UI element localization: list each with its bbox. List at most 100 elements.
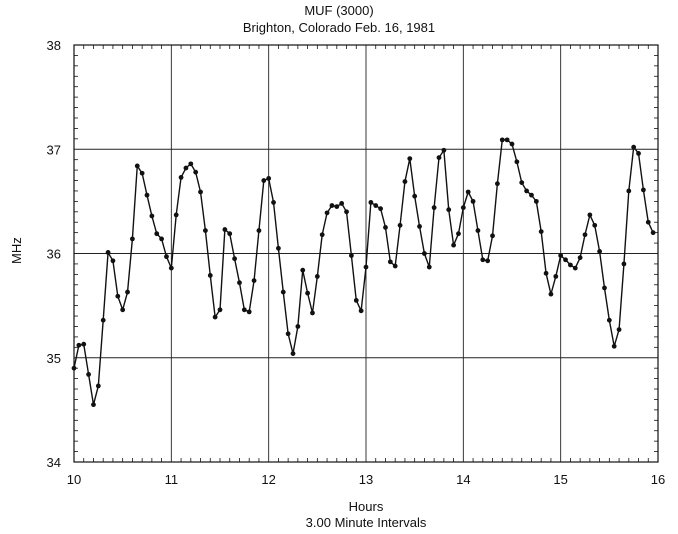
- data-point: [499, 137, 505, 143]
- data-point: [358, 308, 364, 314]
- data-point: [611, 343, 617, 349]
- data-point: [314, 274, 320, 279]
- data-point: [553, 274, 559, 279]
- data-point: [134, 163, 140, 169]
- data-point: [451, 242, 456, 248]
- data-point: [329, 203, 335, 208]
- chart-title: MUF (3000): [304, 3, 374, 18]
- data-point: [436, 155, 442, 160]
- x-tick-label: 15: [553, 472, 567, 487]
- data-point: [641, 187, 646, 193]
- chart-subtitle: Brighton, Colorado Feb. 16, 1981: [242, 20, 436, 35]
- y-tick-label: 35: [47, 351, 61, 366]
- data-point: [587, 212, 593, 218]
- data-point: [203, 228, 208, 233]
- data-point: [441, 147, 447, 153]
- data-point: [110, 258, 116, 264]
- x-tick-label: 10: [67, 472, 81, 487]
- y-tick-label: 36: [47, 247, 61, 262]
- data-point: [417, 224, 422, 229]
- data-point: [392, 263, 398, 269]
- data-point: [310, 310, 315, 316]
- data-point: [95, 383, 101, 389]
- data-point: [519, 180, 525, 186]
- data-point: [465, 189, 471, 195]
- x-tick-label: 16: [651, 472, 665, 487]
- x-tick-label: 11: [165, 472, 179, 487]
- data-point: [568, 262, 573, 268]
- data-point: [115, 293, 121, 299]
- data-point: [188, 161, 194, 167]
- data-point: [387, 259, 393, 265]
- data-point: [446, 207, 452, 213]
- data-point: [130, 236, 135, 242]
- data-point: [251, 278, 257, 283]
- y-tick-label: 38: [47, 38, 61, 53]
- data-point: [164, 254, 169, 260]
- data-point: [207, 272, 213, 278]
- data-point: [266, 176, 272, 181]
- data-point: [285, 331, 291, 337]
- x-axis-label: Hours: [348, 499, 384, 514]
- data-point: [529, 192, 534, 198]
- plot-frame: [73, 44, 659, 463]
- data-point: [490, 233, 495, 239]
- data-point: [295, 324, 301, 329]
- data-point: [334, 204, 340, 209]
- data-point: [276, 245, 281, 251]
- data-point: [76, 342, 82, 348]
- data-point: [495, 181, 500, 187]
- data-point: [383, 225, 388, 230]
- data-point: [572, 265, 578, 271]
- data-point: [105, 250, 111, 255]
- x-axis-sublabel: 3.00 Minute Intervals: [305, 515, 427, 530]
- data-point: [125, 289, 130, 295]
- data-point: [154, 231, 160, 237]
- data-point: [538, 229, 544, 235]
- data-point: [144, 192, 150, 198]
- data-point: [645, 219, 651, 225]
- data-point: [159, 236, 165, 242]
- data-point: [193, 169, 199, 175]
- data-point: [368, 200, 374, 205]
- series-line: [73, 139, 654, 406]
- x-tick-label: 14: [456, 472, 470, 487]
- data-point: [353, 298, 359, 303]
- data-point: [261, 178, 267, 183]
- data-point: [319, 232, 325, 238]
- data-point: [300, 267, 306, 273]
- data-point: [71, 365, 77, 371]
- data-point: [378, 206, 383, 212]
- data-point: [173, 212, 179, 218]
- data-point: [305, 290, 310, 296]
- data-point: [212, 314, 218, 320]
- data-point: [426, 264, 432, 270]
- data-point: [402, 179, 408, 184]
- data-point: [412, 193, 418, 199]
- data-point: [241, 307, 247, 313]
- data-point: [246, 309, 252, 315]
- data-point: [475, 228, 481, 233]
- data-point: [344, 209, 349, 215]
- data-point: [636, 151, 641, 156]
- y-axis-label: MHz: [9, 237, 24, 264]
- data-point: [256, 228, 262, 233]
- data-point: [120, 307, 126, 313]
- data-point: [222, 227, 228, 232]
- data-point: [397, 222, 403, 228]
- data-point: [168, 265, 174, 271]
- gridlines: [74, 45, 658, 462]
- data-point: [606, 317, 612, 323]
- data-point: [460, 205, 466, 211]
- data-point: [217, 307, 223, 313]
- x-tick-label: 12: [261, 472, 275, 487]
- data-point: [504, 137, 510, 143]
- data-point: [509, 141, 515, 147]
- data-point: [650, 230, 656, 236]
- data-point: [183, 165, 189, 171]
- data-point: [524, 188, 529, 194]
- data-point: [631, 144, 637, 150]
- data-point: [621, 261, 627, 267]
- data-point: [232, 256, 238, 262]
